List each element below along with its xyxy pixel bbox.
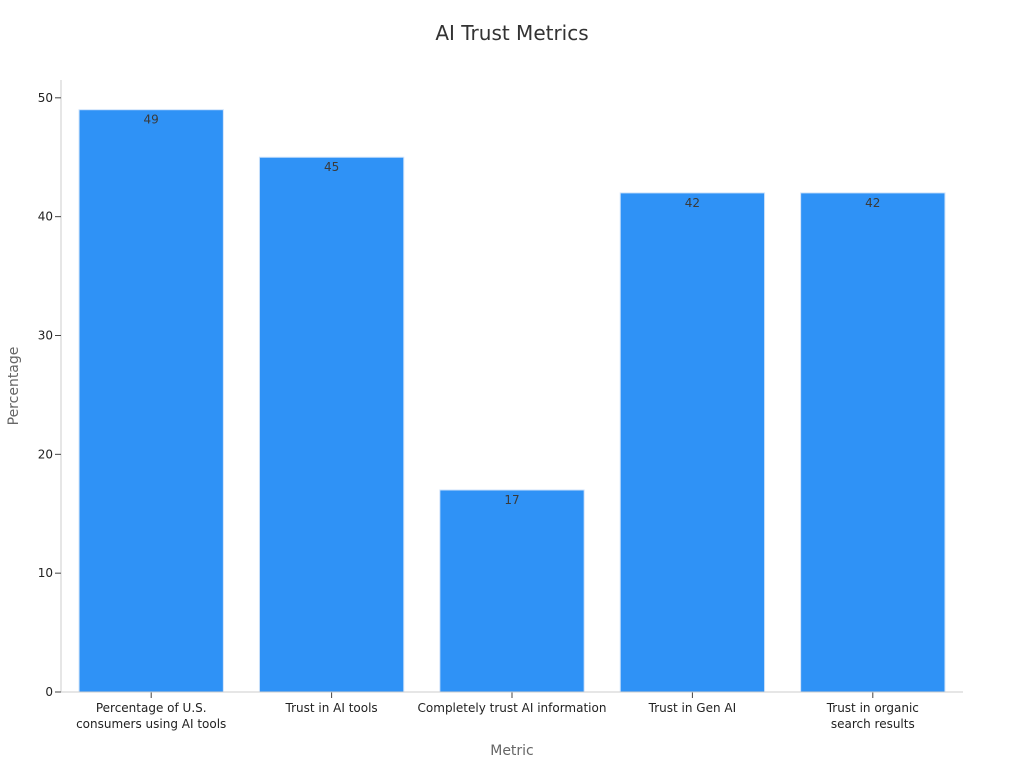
y-tick-label-20: 20 <box>38 447 53 461</box>
x-tick-label-2: Trust in AI tools <box>285 701 378 715</box>
bar-2 <box>258 156 405 693</box>
x-tick-label-1: Percentage of U.S. consumers using AI too… <box>76 701 226 731</box>
bar-1 <box>78 109 224 693</box>
bars-group: 49 45 17 42 42 <box>78 109 946 693</box>
data-label-1: 49 <box>144 113 159 127</box>
x-tick-label-4: Trust in Gen AI <box>648 701 736 715</box>
chart-title: AI Trust Metrics <box>435 21 588 45</box>
data-label-4: 42 <box>685 196 700 210</box>
x-tick-label-5: Trust in organic search results <box>826 701 919 731</box>
bar-5 <box>800 192 946 693</box>
x-tick-label-3: Completely trust AI information <box>418 701 607 715</box>
y-tick-label-50: 50 <box>38 91 53 105</box>
y-tick-label-10: 10 <box>38 566 53 580</box>
data-label-3: 17 <box>504 493 519 507</box>
y-tick-label-40: 40 <box>38 210 53 224</box>
x-axis-label: Metric <box>490 743 534 759</box>
y-tick-label-0: 0 <box>45 685 53 699</box>
bar-4 <box>619 192 766 693</box>
bar-3 <box>439 489 585 693</box>
axes-group: Percentage of U.S. consumers using AI too… <box>38 80 963 731</box>
data-label-2: 45 <box>324 160 339 174</box>
y-axis-label: Percentage <box>6 347 22 426</box>
y-tick-label-30: 30 <box>38 328 53 342</box>
data-label-5: 42 <box>865 196 880 210</box>
